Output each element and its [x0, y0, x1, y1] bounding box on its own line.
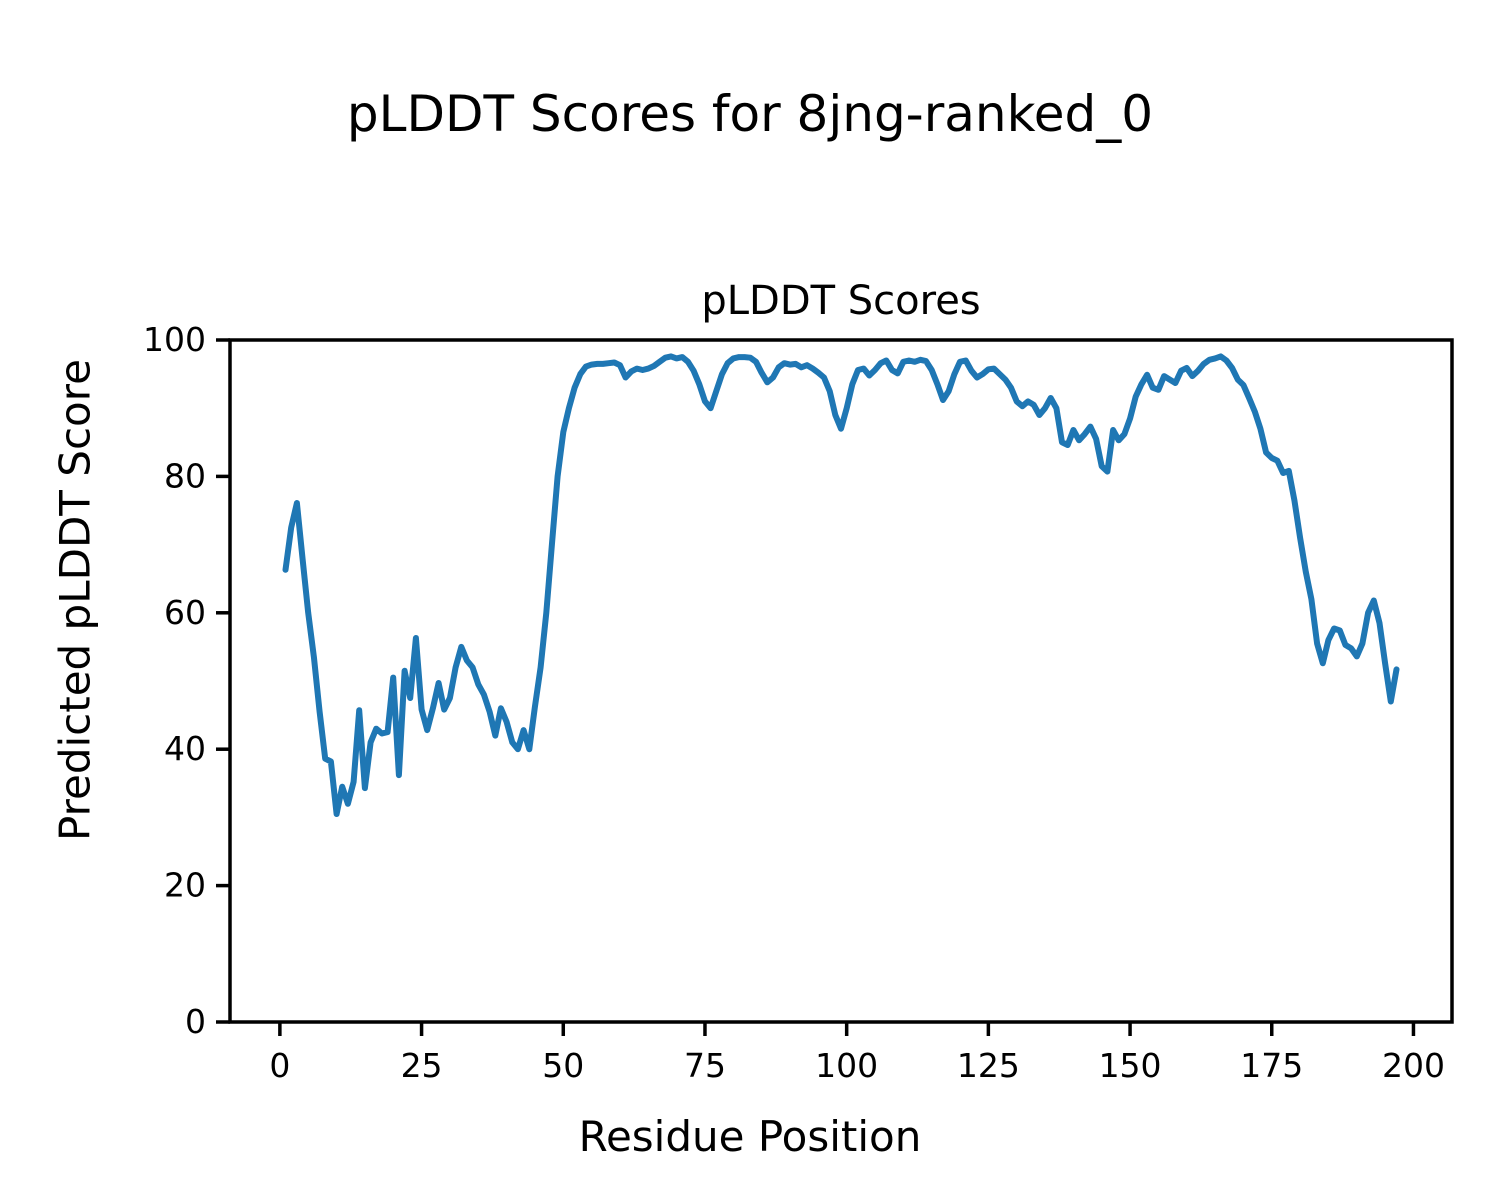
- x-axis-tick-label: 175: [1240, 1046, 1303, 1085]
- x-axis-tick-label: 75: [684, 1046, 726, 1085]
- x-axis-tick-label: 125: [957, 1046, 1020, 1085]
- axes-spines: [228, 338, 1454, 1024]
- x-axis-label: Residue Position: [578, 1112, 922, 1161]
- x-axis-tick-label: 25: [401, 1046, 443, 1085]
- y-axis-tick-label: 20: [164, 866, 206, 905]
- y-axis-tick-label: 100: [143, 320, 206, 359]
- plddt-score-line: [282, 353, 1400, 817]
- y-axis-tick-label: 0: [185, 1002, 206, 1041]
- figure-title: pLDDT Scores for 8jng-ranked_0: [346, 85, 1154, 143]
- y-axis-tick-label: 80: [164, 456, 206, 495]
- x-axis-tick-label: 0: [269, 1046, 290, 1085]
- y-axis-tick-label: 40: [164, 729, 206, 768]
- x-axis-tick-label: 150: [1099, 1046, 1162, 1085]
- axes-title: pLDDT Scores: [701, 278, 981, 324]
- x-axis-tick-label: 200: [1382, 1046, 1445, 1085]
- y-axis-tick-label: 60: [164, 593, 206, 632]
- x-axis-tick-label: 100: [815, 1046, 878, 1085]
- x-axis-tick-label: 50: [542, 1046, 584, 1085]
- y-axis-label-text: Predicted pLDDT Score: [50, 359, 100, 841]
